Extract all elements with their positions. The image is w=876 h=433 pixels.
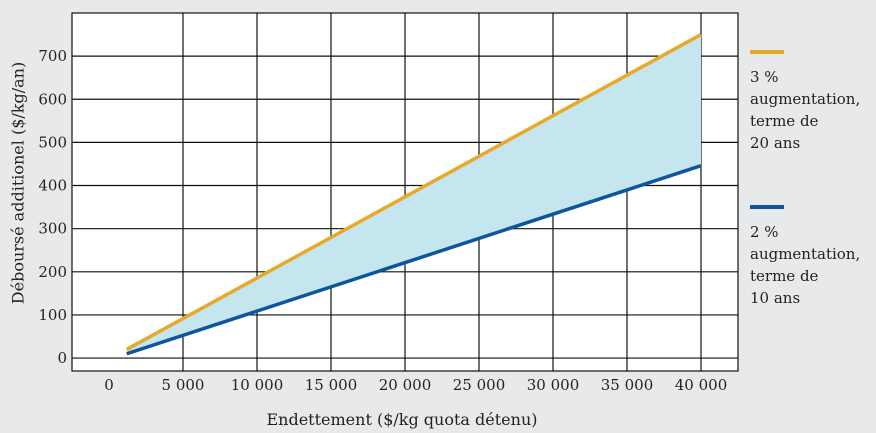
- y-tick-labels: 0 100 200 300 400 500 600 700: [38, 47, 67, 367]
- legend-item-3pct: 3 % augmentation, terme de 20 ans: [750, 50, 876, 154]
- legend-label-2pct: 2 % augmentation, terme de 10 ans: [750, 223, 861, 307]
- grid-lines: [72, 13, 738, 371]
- y-tick-label: 400: [38, 177, 67, 195]
- series-line-3pct: [125, 33, 702, 351]
- x-tick-label: 35 000: [601, 376, 654, 394]
- series-lines: [125, 33, 702, 356]
- x-tick-label: 10 000: [231, 376, 284, 394]
- x-axis-label: Endettement ($/kg quota détenu): [266, 410, 538, 429]
- x-tick-label: 0: [104, 376, 114, 394]
- x-tick-label: 40 000: [675, 376, 728, 394]
- y-tick-label: 700: [38, 47, 67, 65]
- legend-swatch-3pct: [750, 50, 784, 54]
- x-tick-label: 25 000: [453, 376, 506, 394]
- y-tick-label: 300: [38, 220, 67, 238]
- legend-label-3pct: 3 % augmentation, terme de 20 ans: [750, 68, 861, 152]
- x-tick-labels: 0 5 000 10 000 15 000 20 000 25 000 30 000 35 0…: [104, 376, 727, 394]
- y-tick-label: 200: [38, 263, 67, 281]
- x-tick-label: 15 000: [305, 376, 358, 394]
- y-tick-label: 500: [38, 133, 67, 151]
- series-line-2pct: [126, 164, 702, 356]
- x-tick-label: 20 000: [379, 376, 432, 394]
- y-tick-label: 600: [38, 90, 67, 108]
- legend-swatch-2pct: [750, 205, 784, 209]
- x-tick-label: 30 000: [527, 376, 580, 394]
- y-tick-label: 100: [38, 306, 67, 324]
- legend-item-2pct: 2 % augmentation, terme de 10 ans: [750, 205, 876, 309]
- y-tick-label: 0: [57, 349, 67, 367]
- y-axis-label: Déboursé additionel ($/kg/an): [8, 61, 28, 305]
- x-tick-label: 5 000: [162, 376, 205, 394]
